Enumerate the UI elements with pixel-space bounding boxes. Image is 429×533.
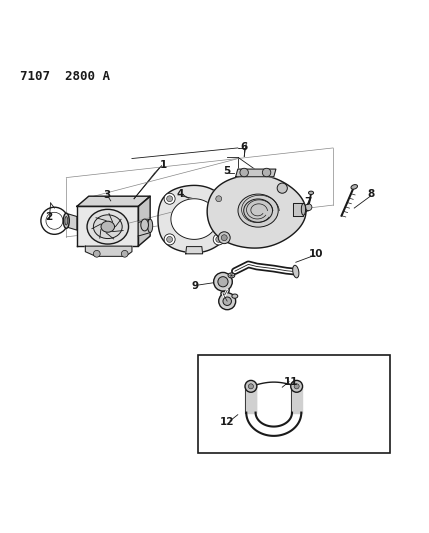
Circle shape [277,183,287,193]
Ellipse shape [87,209,129,244]
Text: 6: 6 [241,142,248,152]
Ellipse shape [232,294,238,298]
Circle shape [223,297,231,305]
Text: 11: 11 [284,377,298,386]
Text: 4: 4 [177,189,184,199]
Circle shape [216,237,222,243]
Text: 3: 3 [103,190,110,200]
Circle shape [221,235,227,241]
Text: 7: 7 [304,197,311,207]
Polygon shape [293,203,303,216]
Circle shape [245,381,257,392]
Circle shape [166,196,172,201]
Polygon shape [77,196,150,206]
Ellipse shape [94,215,122,239]
Ellipse shape [244,199,272,222]
Circle shape [291,381,302,392]
Polygon shape [236,169,276,177]
Circle shape [294,384,299,389]
Ellipse shape [141,219,148,231]
Ellipse shape [101,221,115,232]
Circle shape [166,237,172,243]
Ellipse shape [65,216,68,225]
Ellipse shape [351,184,357,189]
Bar [198,356,390,453]
Text: 10: 10 [309,249,323,259]
Circle shape [218,277,228,287]
Polygon shape [68,214,77,230]
Polygon shape [207,175,306,248]
Ellipse shape [293,265,299,278]
Ellipse shape [308,191,314,195]
Polygon shape [171,199,218,239]
Text: 1: 1 [160,160,167,170]
Ellipse shape [238,194,278,227]
Circle shape [216,196,222,201]
Circle shape [121,251,128,257]
Circle shape [213,234,224,245]
Text: 12: 12 [220,417,235,427]
Text: 7107  2800 A: 7107 2800 A [20,70,110,83]
Ellipse shape [301,204,305,215]
Circle shape [240,168,248,177]
Text: 2: 2 [45,212,52,222]
Polygon shape [138,196,150,246]
Polygon shape [85,246,132,256]
Circle shape [219,293,236,310]
Circle shape [248,384,254,389]
Circle shape [263,168,271,177]
Ellipse shape [63,213,69,228]
Text: 8: 8 [368,189,375,199]
Circle shape [305,204,312,211]
Polygon shape [138,219,150,236]
Ellipse shape [148,219,153,232]
Circle shape [164,193,175,204]
Text: 9: 9 [192,280,199,290]
Ellipse shape [228,273,235,278]
Polygon shape [158,185,234,253]
Polygon shape [186,247,202,254]
Circle shape [94,251,100,257]
Circle shape [164,234,175,245]
Polygon shape [77,206,138,246]
Text: 5: 5 [224,166,231,176]
Circle shape [218,232,230,244]
Circle shape [214,272,232,291]
Circle shape [213,193,224,204]
